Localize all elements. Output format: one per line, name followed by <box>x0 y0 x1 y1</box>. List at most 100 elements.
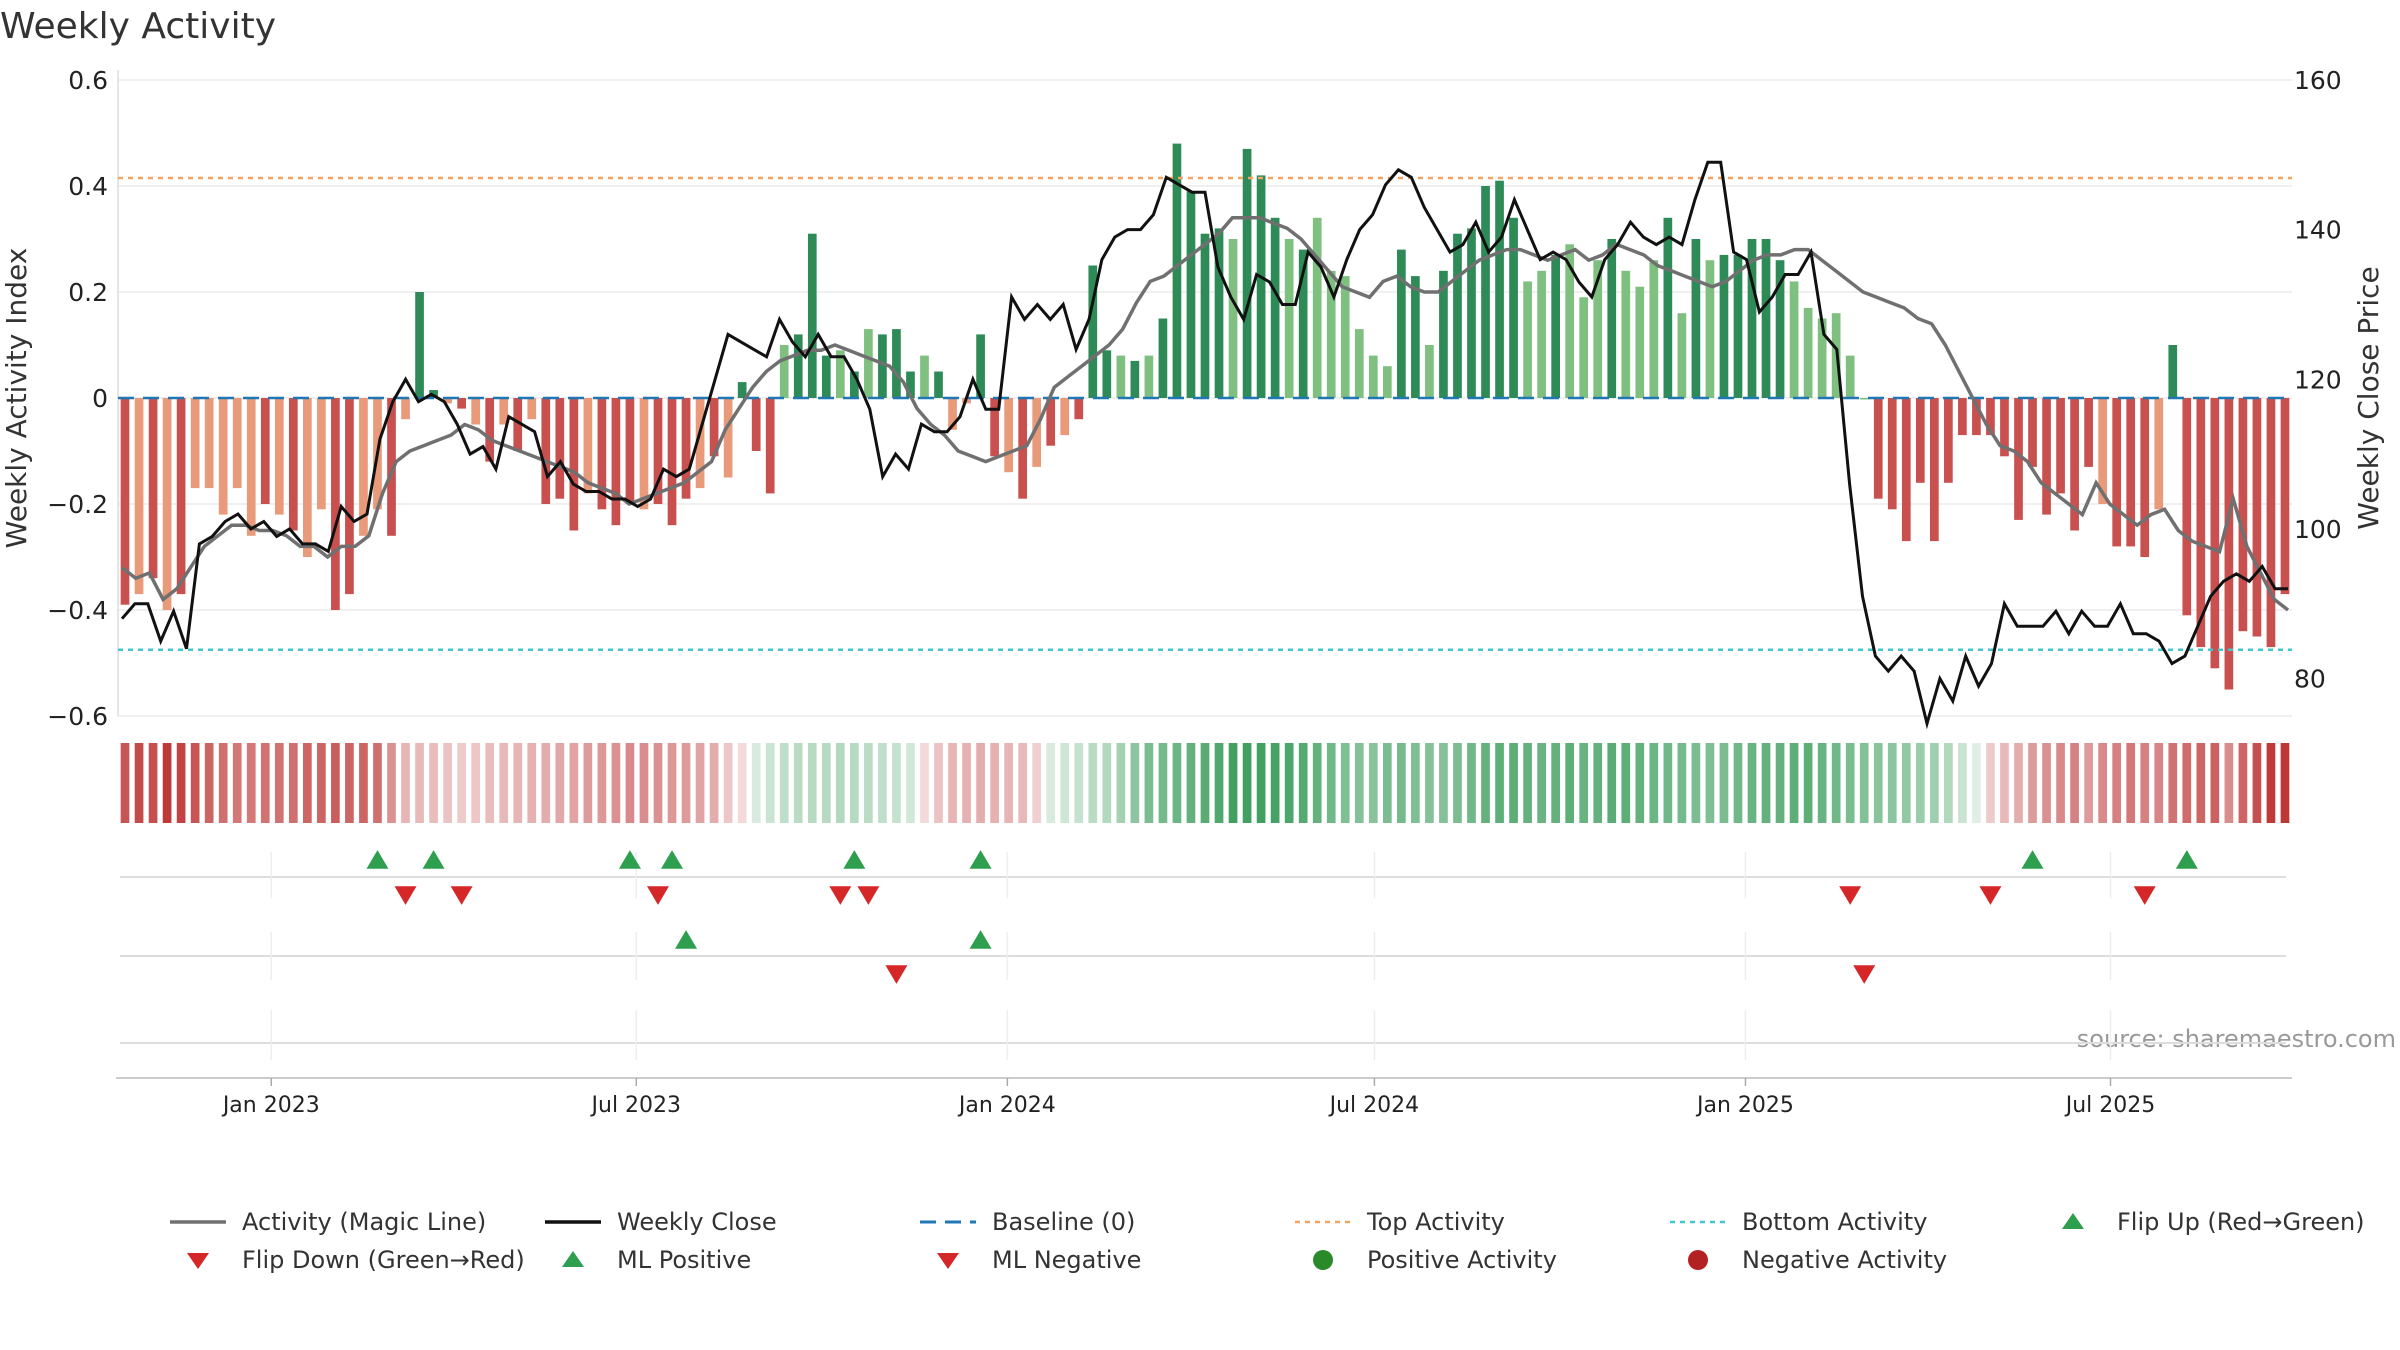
heat-cell <box>1312 743 1322 823</box>
heat-cell <box>962 743 971 823</box>
activity-bar <box>1102 350 1112 398</box>
heat-cell <box>1733 743 1743 823</box>
heat-cell <box>1803 743 1813 823</box>
x-axis: Jan 2023 Jul 2023 Jan 2024 Jul 2024 Jan 2025… <box>221 1078 2155 1118</box>
activity-bar <box>1663 217 1673 398</box>
heat-cell <box>1972 743 1981 823</box>
heat-cell <box>2266 743 2276 823</box>
heat-cell <box>1453 743 1462 823</box>
activity-bar <box>1453 233 1462 398</box>
flip-up-marker <box>969 850 992 869</box>
legend-item: Bottom Activity <box>1668 1208 1927 1236</box>
activity-bar <box>1312 217 1322 398</box>
y-tick-label: −0.6 <box>47 702 108 731</box>
heat-cell <box>2112 743 2122 823</box>
heat-cell <box>1565 743 1575 823</box>
y-tick-label: 0.6 <box>68 66 108 95</box>
flip-down-marker <box>2133 886 2156 905</box>
activity-bar <box>499 398 509 425</box>
heat-cell <box>148 743 158 823</box>
activity-bar <box>1130 360 1140 398</box>
y2-tick-label: 100 <box>2294 515 2342 544</box>
activity-bar <box>317 398 326 510</box>
heat-cell <box>457 743 466 823</box>
heat-cell <box>2126 743 2136 823</box>
legend-label: Top Activity <box>1367 1208 1505 1236</box>
heat-cell <box>1340 743 1350 823</box>
activity-bar <box>1929 398 1939 542</box>
activity-bar <box>1691 239 1701 398</box>
activity-bar <box>274 398 284 515</box>
activity-bar <box>1747 239 1757 398</box>
activity-bar <box>611 398 621 526</box>
activity-bar <box>387 398 396 536</box>
activity-bar <box>471 398 481 425</box>
heat-cell <box>1551 743 1560 823</box>
activity-bar <box>1060 398 1070 436</box>
activity-bar <box>1354 329 1364 398</box>
y2-axis-label: Weekly Close Price <box>2352 266 2385 529</box>
heat-cell <box>2042 743 2051 823</box>
flip-down-marker <box>829 886 852 905</box>
flip-up-marker <box>618 850 641 869</box>
ml-positive-marker <box>675 930 698 949</box>
heat-cell <box>1298 743 1308 823</box>
heat-cell <box>821 743 831 823</box>
heat-cell <box>1789 743 1799 823</box>
activity-bar <box>1509 217 1518 398</box>
heat-cell <box>695 743 705 823</box>
activity-bar <box>218 398 228 515</box>
activity-bar <box>597 398 607 510</box>
activity-bar <box>1382 366 1392 398</box>
activity-bar <box>2182 398 2192 616</box>
activity-bar <box>134 398 144 595</box>
activity-bar <box>555 398 565 499</box>
heat-cell <box>1411 743 1420 823</box>
activity-bar <box>695 398 705 489</box>
source-credit: source: sharemaestro.com <box>2077 1025 2396 1053</box>
heat-cell <box>1509 743 1518 823</box>
activity-bar <box>1761 239 1771 398</box>
signal-markers <box>116 850 2292 1079</box>
heat-cell <box>2014 743 2023 823</box>
activity-bar <box>303 398 312 557</box>
heat-cell <box>653 743 663 823</box>
activity-bar <box>1326 270 1336 398</box>
heat-cell <box>1649 743 1659 823</box>
activity-bar <box>1551 254 1560 398</box>
activity-bar <box>709 398 719 457</box>
legend-label: Weekly Close <box>617 1208 777 1236</box>
flip-up-marker <box>2021 850 2044 869</box>
heat-cell <box>948 743 957 823</box>
heat-cell <box>934 743 943 823</box>
heat-cell <box>2084 743 2093 823</box>
activity-bar <box>2042 398 2051 515</box>
y-axis-label: Weekly Activity Index <box>0 248 33 549</box>
heat-cell <box>1439 743 1448 823</box>
heat-cell <box>1537 743 1546 823</box>
activity-bar <box>260 398 270 504</box>
y2-tick-label: 160 <box>2294 66 2342 95</box>
activity-bar <box>1242 148 1252 398</box>
activity-bar <box>1298 249 1308 398</box>
heat-cell <box>1102 743 1112 823</box>
activity-bar <box>1004 398 1013 473</box>
activity-bar <box>1986 398 1995 436</box>
activity-bar <box>1200 233 1210 398</box>
activity-bar <box>1088 265 1098 398</box>
heat-cell <box>359 743 368 823</box>
heat-cell <box>1032 743 1042 823</box>
activity-bar <box>2238 398 2248 632</box>
activity-bar <box>1958 398 1967 436</box>
activity-bar <box>176 398 186 595</box>
flip-down-marker <box>646 886 669 905</box>
activity-bar <box>1859 398 1869 400</box>
heat-cell <box>976 743 985 823</box>
heat-cell <box>2238 743 2248 823</box>
activity-bar <box>190 398 200 489</box>
x-tick-label: Jul 2025 <box>2064 1093 2156 1118</box>
activity-bar <box>1972 398 1981 436</box>
activity-bar <box>2098 398 2107 504</box>
heat-cell <box>765 743 775 823</box>
